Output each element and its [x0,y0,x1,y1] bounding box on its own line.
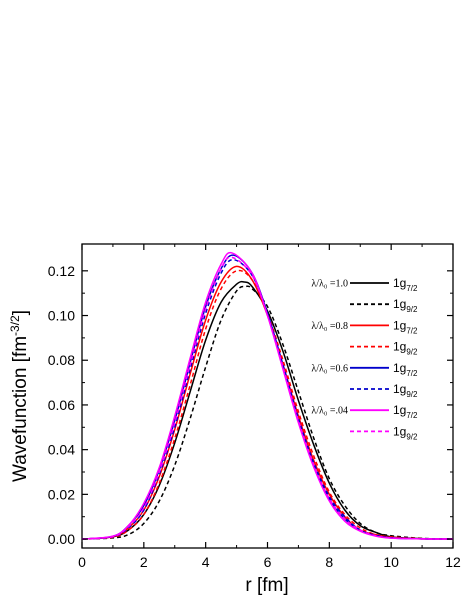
x-tick-label: 0 [78,554,86,570]
legend-label: 1g7/2 [393,403,418,420]
series-line-3 [81,269,454,540]
legend-label: 1g9/2 [393,382,418,399]
y-tick-label: 0.06 [48,397,75,413]
y-tick-label: 0.08 [48,352,75,368]
legend-label: 1g7/2 [393,361,418,378]
series-line-1 [81,285,454,540]
series-layer [81,251,454,540]
legend: λ/λ₀ =1.0 1g7/2 1g9/2 λ/λ₀ =0.8 1g7/2 1g9/2 λ/… [311,276,418,441]
y-tick-label: 0.12 [48,263,75,279]
y-axis-label-exponent: -3/2 [8,315,22,336]
y-axis-label: Wavefunction [fm-3/2] [8,310,31,482]
y-tick-label: 0.02 [48,486,75,502]
y-tick-label: 0.10 [48,308,75,324]
x-tick-label: 2 [140,554,148,570]
y-axis-label-main: Wavefunction [fm [10,336,31,482]
x-tick-label: 6 [264,554,272,570]
series-line-7 [81,256,454,540]
x-axis-ticks: 0 2 4 6 8 10 12 [78,244,461,570]
legend-label: 1g9/2 [393,424,418,441]
legend-label: 1g7/2 [393,276,418,293]
y-tick-label: 0.00 [48,531,75,547]
legend-label: 1g9/2 [393,297,418,314]
legend-group-label: λ/λ₀ =0.8 [311,321,348,332]
y-axis-ticks: 0.00 0.02 0.04 0.06 0.08 0.10 0.12 [48,263,453,547]
x-tick-label: 10 [383,554,399,570]
legend-group-label: λ/λ₀ =1.0 [311,279,348,290]
legend-group-label: λ/λ₀ =0.6 [311,363,348,374]
y-axis-label-close: ] [10,310,31,315]
legend-label: 1g9/2 [393,340,418,357]
legend-group-label: λ/λ₀ =.04 [311,406,348,417]
x-axis-label: r [fm] [245,575,288,596]
legend-label: 1g7/2 [393,318,418,335]
x-tick-label: 4 [202,554,210,570]
x-tick-label: 8 [325,554,333,570]
x-tick-label: 12 [445,554,461,570]
y-tick-label: 0.04 [48,442,75,458]
